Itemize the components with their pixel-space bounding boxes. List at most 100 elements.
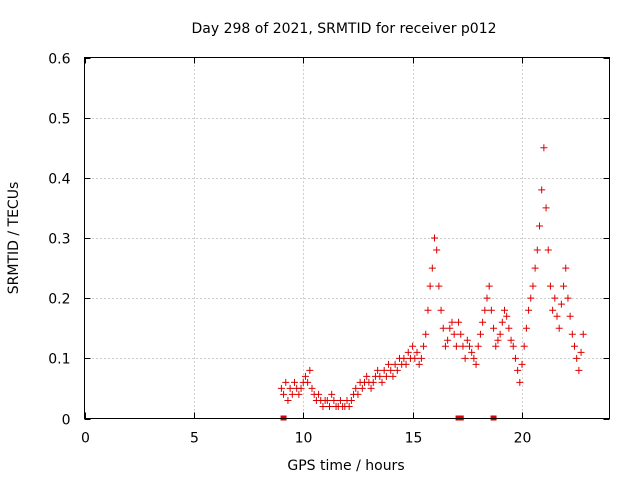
data-point [533, 246, 541, 254]
data-point [345, 402, 353, 410]
y-tick-label: 0.4 [48, 172, 70, 188]
data-point [553, 312, 561, 320]
data-point [297, 384, 305, 392]
data-point [511, 354, 519, 362]
data-point [308, 384, 316, 392]
y-tick-label: 0.1 [48, 352, 70, 368]
data-point [387, 366, 395, 374]
data-point [540, 144, 548, 152]
data-point [431, 234, 438, 242]
data-point [494, 336, 502, 344]
data-point [391, 360, 399, 368]
data-point [347, 396, 355, 404]
data-point [490, 324, 498, 332]
data-point [483, 294, 491, 302]
data-point [286, 384, 294, 392]
data-point [389, 372, 397, 380]
data-point [404, 348, 412, 356]
data-point [476, 330, 484, 338]
data-point [433, 246, 441, 254]
y-tick-label: 0.3 [48, 232, 70, 248]
data-point [424, 306, 432, 314]
chart-title: Day 298 of 2021, SRMTID for receiver p01… [191, 21, 496, 37]
data-point [435, 282, 443, 290]
data-point [461, 354, 469, 362]
data-point [536, 222, 543, 230]
data-point [520, 342, 528, 350]
data-point [295, 390, 303, 398]
data-point [277, 384, 285, 392]
data-point [459, 342, 467, 350]
x-tick-label: 10 [295, 431, 313, 447]
data-point [468, 348, 476, 356]
data-point [546, 282, 554, 290]
data-point [487, 306, 495, 314]
data-point [315, 390, 323, 398]
data-point [564, 294, 572, 302]
data-point [549, 306, 557, 314]
plot-frame [84, 57, 610, 419]
data-point [575, 366, 583, 374]
data-point [426, 282, 434, 290]
data-point [354, 390, 362, 398]
x-tick-label: 15 [405, 431, 423, 447]
data-point [538, 186, 546, 194]
data-point [400, 354, 408, 362]
data-point [409, 342, 417, 350]
data-point [562, 264, 570, 272]
y-axis-label: SRMTID / TECUs [6, 182, 22, 295]
data-point [420, 342, 428, 350]
data-point [428, 264, 436, 272]
data-point [422, 330, 430, 338]
data-point [367, 384, 375, 392]
data-point [393, 366, 401, 374]
data-point [363, 372, 371, 380]
data-point [481, 306, 489, 314]
data-point [450, 330, 458, 338]
data-point [557, 300, 565, 308]
data-point [452, 342, 460, 350]
x-tick-label: 5 [190, 431, 199, 447]
data-point [579, 330, 587, 338]
data-points [277, 144, 587, 410]
data-point [323, 396, 331, 404]
y-tick-label: 0 [62, 413, 71, 429]
data-point [284, 396, 292, 404]
data-point [568, 330, 576, 338]
data-point [470, 354, 478, 362]
data-point [374, 366, 382, 374]
data-point [455, 318, 463, 326]
data-point [319, 402, 327, 410]
data-point [463, 336, 471, 344]
data-point [551, 294, 559, 302]
data-point [439, 324, 447, 332]
axis-ticks [84, 57, 610, 420]
data-point [330, 396, 338, 404]
data-point [441, 342, 449, 350]
data-point [479, 318, 487, 326]
data-point [457, 330, 465, 338]
data-point [448, 318, 456, 326]
data-point [413, 348, 421, 356]
data-point [571, 342, 578, 350]
data-point [352, 384, 360, 392]
data-point [282, 378, 290, 386]
data-point [376, 372, 384, 380]
data-point [516, 378, 524, 386]
y-tick-label: 0.6 [48, 52, 70, 68]
data-point [378, 378, 386, 386]
data-point [474, 342, 482, 350]
data-point [326, 402, 333, 410]
data-point [485, 282, 493, 290]
data-point [509, 342, 517, 350]
data-point [501, 306, 508, 314]
data-point [544, 246, 552, 254]
data-point [542, 204, 550, 212]
x-tick-label: 20 [514, 431, 532, 447]
data-point [505, 324, 513, 332]
y-tick-label: 0.2 [48, 292, 70, 308]
data-point [446, 324, 454, 332]
data-point [566, 312, 574, 320]
data-point [280, 390, 288, 398]
